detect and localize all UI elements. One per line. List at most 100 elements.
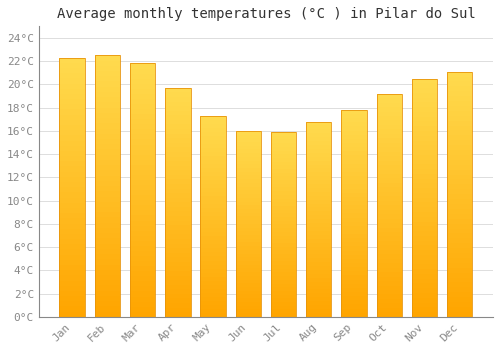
Bar [271,169,296,173]
Bar [376,183,402,187]
Bar [200,164,226,168]
Title: Average monthly temperatures (°C ) in Pilar do Sul: Average monthly temperatures (°C ) in Pi… [56,7,476,21]
Bar [271,247,296,250]
Bar [60,280,85,286]
Bar [342,251,366,255]
Bar [271,239,296,243]
Bar [271,295,296,298]
Bar [60,68,85,73]
Bar [412,83,437,88]
Bar [447,180,472,184]
Bar [306,199,332,204]
Bar [130,63,156,317]
Bar [342,296,366,300]
Bar [271,147,296,150]
Bar [236,213,261,216]
Bar [130,155,156,160]
Bar [342,280,366,284]
Bar [412,88,437,93]
Bar [236,157,261,161]
Bar [60,270,85,275]
Bar [376,232,402,237]
Bar [271,176,296,180]
Bar [342,155,366,160]
Bar [165,102,190,106]
Bar [94,259,120,265]
Bar [94,71,120,76]
Bar [236,231,261,235]
Bar [200,124,226,128]
Bar [306,235,332,239]
Bar [376,187,402,192]
Bar [412,222,437,226]
Bar [412,284,437,288]
Bar [94,155,120,160]
Bar [236,302,261,306]
Bar [447,199,472,204]
Bar [376,290,402,294]
Bar [200,144,226,148]
Bar [271,143,296,147]
Bar [342,114,366,118]
Bar [60,130,85,135]
Bar [342,292,366,296]
Bar [94,55,120,61]
Bar [94,97,120,103]
Bar [412,160,437,164]
Bar [236,313,261,317]
Bar [447,273,472,278]
Bar [412,264,437,269]
Bar [376,143,402,147]
Bar [200,136,226,140]
Bar [165,207,190,211]
Bar [376,174,402,178]
Bar [271,180,296,184]
Bar [165,280,190,285]
Bar [271,243,296,247]
Bar [342,201,366,205]
Bar [236,216,261,220]
Bar [376,196,402,201]
Bar [130,271,156,276]
Bar [200,148,226,152]
Bar [447,121,472,126]
Bar [94,139,120,144]
Bar [236,190,261,194]
Bar [376,156,402,161]
Bar [60,312,85,317]
Bar [376,94,402,317]
Bar [447,219,472,224]
Bar [200,184,226,188]
Bar [306,164,332,168]
Bar [447,278,472,282]
Bar [94,55,120,317]
Bar [165,294,190,299]
Bar [60,141,85,146]
Bar [94,123,120,128]
Bar [342,180,366,184]
Bar [306,208,332,211]
Bar [130,261,156,266]
Bar [271,210,296,214]
Bar [271,173,296,176]
Bar [236,284,261,287]
Bar [376,152,402,156]
Bar [447,238,472,243]
Bar [342,209,366,214]
Bar [236,183,261,187]
Bar [60,234,85,239]
Bar [271,224,296,228]
Bar [376,272,402,276]
Bar [200,309,226,313]
Bar [447,135,472,140]
Bar [271,236,296,239]
Bar [165,285,190,289]
Bar [94,191,120,197]
Bar [165,138,190,143]
Bar [165,143,190,147]
Bar [165,239,190,244]
Bar [376,294,402,299]
Bar [236,138,261,142]
Bar [200,192,226,196]
Bar [342,300,366,304]
